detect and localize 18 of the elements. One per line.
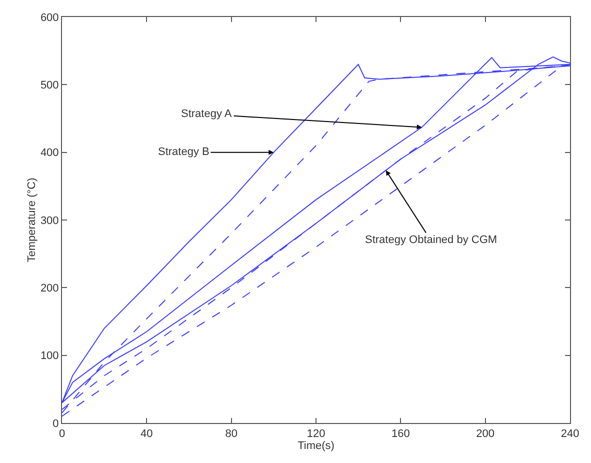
y-tick-label: 0 [52,418,59,430]
annotation: Strategy A [181,108,232,120]
x-tick-label: 120 [306,428,326,440]
x-tick-label: 240 [560,428,580,440]
y-tick-label: 300 [40,214,59,227]
y-tick-label: 600 [40,12,59,24]
y-tick-label: 400 [40,147,59,160]
y-tick-label: 200 [40,282,59,295]
y-axis-title: Temperature (°C) [26,178,38,262]
x-tick-label: 160 [391,428,410,440]
x-tick-label: 80 [225,428,238,440]
annotation: Strategy Obtained by CGM [365,234,498,246]
x-tick-label: 200 [476,428,495,440]
annotation: Strategy B [158,146,210,158]
y-tick-label: 100 [40,350,59,362]
y-tick-label: 500 [40,80,59,92]
x-axis-title: Time(s) [298,440,334,452]
x-tick-label: 40 [140,428,153,440]
